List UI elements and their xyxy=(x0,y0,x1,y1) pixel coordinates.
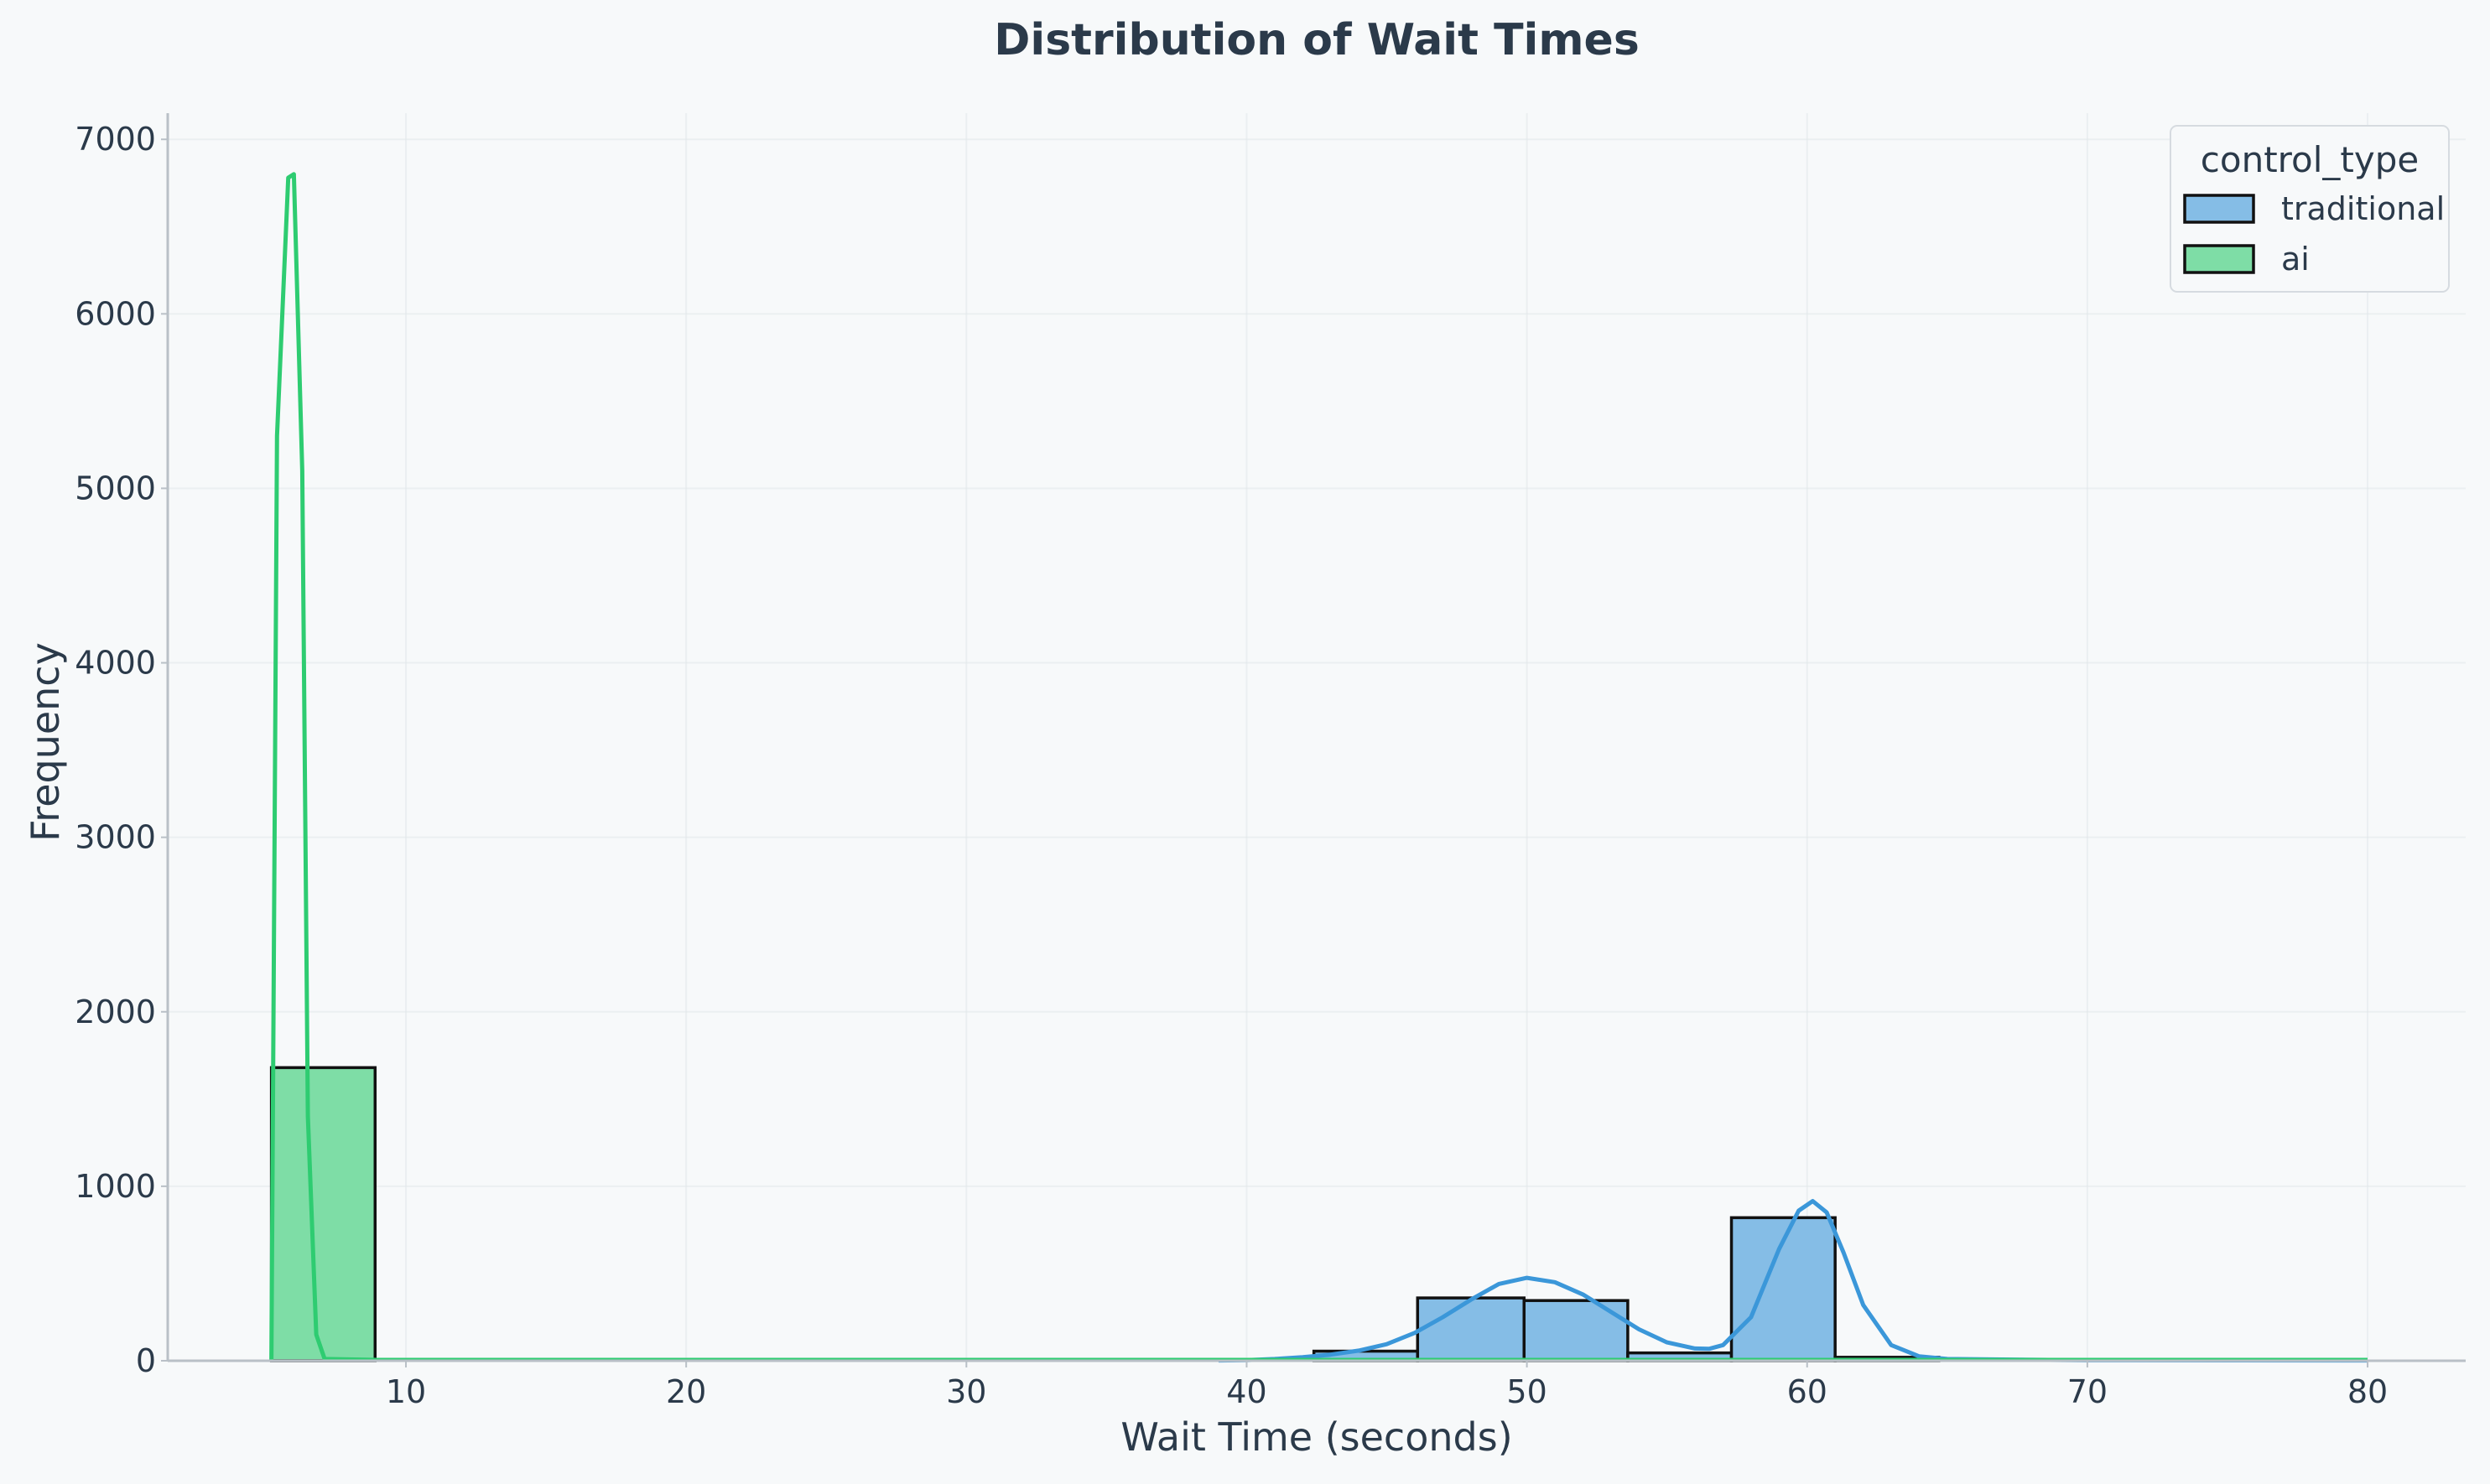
bar-traditional xyxy=(1416,1296,1526,1362)
legend-label-ai: ai xyxy=(2281,241,2310,278)
y-tick-label: 5000 xyxy=(75,470,156,506)
y-tick-label: 1000 xyxy=(75,1168,156,1205)
bar-ai xyxy=(269,1066,377,1362)
x-tick-label: 80 xyxy=(2347,1373,2388,1410)
y-tick-label: 7000 xyxy=(75,121,156,158)
kde-curves xyxy=(269,172,2368,1363)
x-tick-label: 70 xyxy=(2067,1373,2108,1410)
y-tick-label: 4000 xyxy=(75,645,156,682)
x-tick-label: 60 xyxy=(1787,1373,1827,1410)
bar-traditional xyxy=(1522,1299,1630,1362)
legend-items: traditional ai xyxy=(2183,190,2445,278)
legend: control_type traditional ai xyxy=(2170,125,2450,293)
kde-line-traditional xyxy=(1218,1199,2368,1363)
y-tick-label: 2000 xyxy=(75,994,156,1030)
legend-label-traditional: traditional xyxy=(2281,190,2445,227)
x-axis-title: Wait Time (seconds) xyxy=(1120,1414,1512,1460)
histogram-bars xyxy=(269,1066,1941,1362)
kde-line-ai xyxy=(269,172,2368,1362)
axes xyxy=(166,113,2466,1362)
x-tick-label: 10 xyxy=(386,1373,426,1410)
y-axis-title: Frequency xyxy=(23,642,68,842)
tick-labels: 10 20 30 40 50 60 70 80 0 1000 2000 3000 4000 5000 600… xyxy=(75,121,2388,1410)
chart-title: Distribution of Wait Times xyxy=(994,15,1640,65)
legend-title: control_type xyxy=(2201,139,2419,180)
x-tick-label: 30 xyxy=(946,1373,986,1410)
y-tick-label: 3000 xyxy=(75,819,156,856)
y-tick-label: 6000 xyxy=(75,295,156,332)
grid xyxy=(168,113,2466,1362)
x-tick-label: 20 xyxy=(666,1373,706,1410)
x-tick-label: 50 xyxy=(1506,1373,1547,1410)
legend-swatch-traditional xyxy=(2183,194,2255,224)
x-tick-label: 40 xyxy=(1226,1373,1266,1410)
legend-swatch-ai xyxy=(2183,244,2255,274)
y-tick-label: 0 xyxy=(136,1342,156,1379)
